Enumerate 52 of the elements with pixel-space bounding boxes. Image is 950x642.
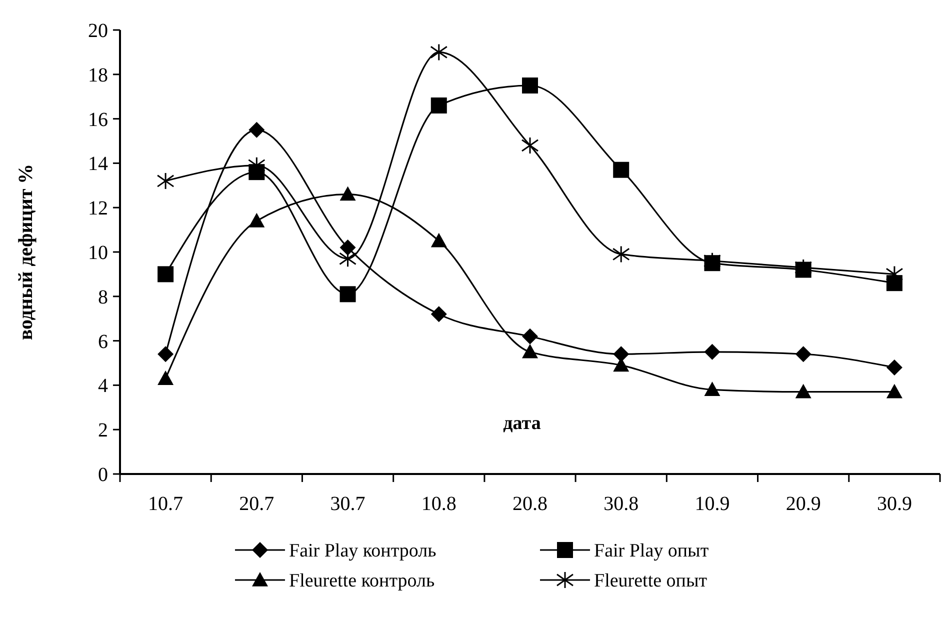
point (522, 344, 538, 358)
point (430, 97, 447, 114)
legend-label: Fleurette опыт (594, 570, 708, 592)
point (248, 212, 265, 228)
legend-label: Fair Play контроль (289, 540, 437, 562)
y-tick-label: 2 (98, 420, 108, 442)
point (158, 346, 174, 362)
y-tick-label: 4 (98, 375, 108, 398)
point (340, 240, 356, 256)
y-tick-label: 14 (88, 153, 108, 176)
point (430, 232, 447, 248)
x-tick-label: 10.8 (421, 493, 456, 515)
point (248, 122, 265, 138)
x-tick-label: 30.7 (330, 493, 366, 515)
point (158, 266, 174, 282)
point (430, 306, 447, 322)
point (430, 43, 448, 61)
point (886, 359, 902, 376)
legend-label: Fair Play опыт (594, 540, 710, 562)
x-tick-label: 30.9 (876, 493, 912, 515)
y-tick-label: 16 (88, 108, 108, 131)
point (156, 172, 174, 190)
point (795, 384, 812, 398)
x-tick-label: 10.7 (148, 493, 184, 515)
point (521, 136, 539, 154)
y-tick-label: 8 (98, 286, 108, 308)
point (613, 346, 630, 362)
x-tick-label: 20.7 (239, 493, 274, 515)
point (704, 382, 720, 396)
point (158, 370, 174, 385)
y-tick-label: 18 (88, 64, 108, 86)
x-tick-label: 20.8 (512, 493, 548, 515)
point (340, 186, 356, 201)
point (340, 286, 356, 302)
y-tick-label: 10 (88, 242, 108, 264)
y-tick-label: 0 (98, 464, 108, 486)
point (522, 328, 538, 344)
y-tick-label: 6 (98, 330, 108, 353)
point (612, 245, 630, 263)
y-tick-label: 20 (88, 20, 108, 42)
point (522, 78, 538, 94)
x-tick-label: 20.9 (786, 493, 821, 515)
point (704, 344, 720, 360)
x-tick-label: 10.9 (694, 493, 730, 515)
legend-label: Fleurette контроль (289, 570, 435, 592)
y-tick-label: 12 (88, 198, 108, 220)
x-axis-title: дата (503, 413, 542, 434)
x-tick-label: 30.8 (604, 493, 639, 515)
point (795, 346, 812, 362)
y-axis-title: водный дефицит % (15, 164, 37, 340)
point (886, 384, 902, 398)
point (613, 162, 630, 178)
